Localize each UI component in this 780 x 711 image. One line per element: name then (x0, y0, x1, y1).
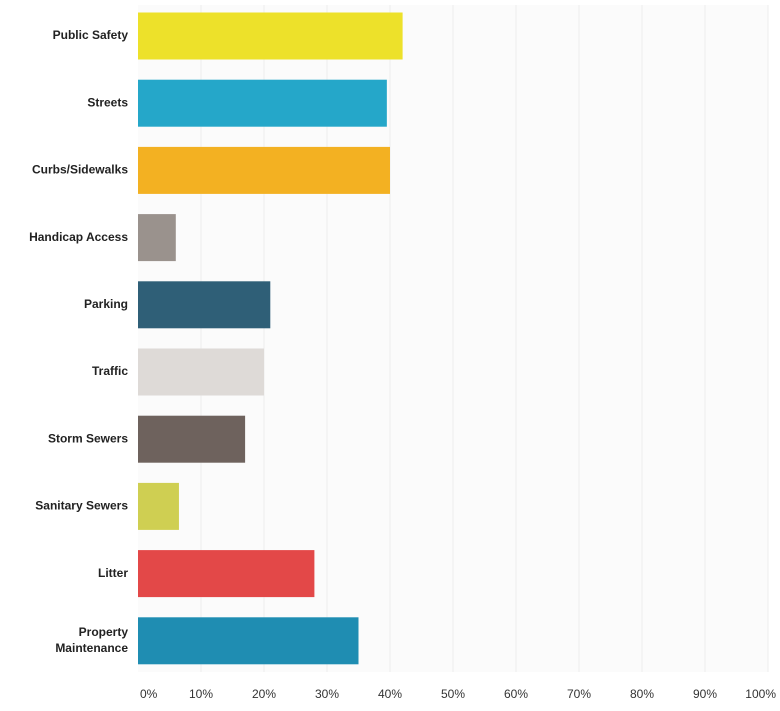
bar (138, 79, 387, 127)
x-tick-label: 30% (315, 687, 339, 701)
category-label: Curbs/Sidewalks (32, 163, 128, 177)
bar (138, 550, 315, 598)
bar (138, 617, 359, 665)
category-label: Litter (98, 566, 128, 580)
category-label: Traffic (92, 364, 128, 378)
bar (138, 146, 390, 194)
category-label: Handicap Access (29, 230, 128, 244)
category-label: Streets (87, 95, 128, 109)
x-tick-label: 90% (693, 687, 717, 701)
x-tick-label: 0% (140, 687, 158, 701)
bar (138, 214, 176, 262)
x-tick-label: 60% (504, 687, 528, 701)
category-label: Storm Sewers (48, 431, 128, 445)
category-label: Property (79, 625, 129, 639)
category-label: Sanitary Sewers (35, 499, 128, 513)
x-tick-label: 80% (630, 687, 654, 701)
category-label: Maintenance (55, 641, 128, 655)
bar (138, 281, 271, 329)
x-tick-label: 50% (441, 687, 465, 701)
category-label: Parking (84, 297, 128, 311)
x-tick-label: 100% (745, 687, 776, 701)
bar (138, 415, 246, 463)
x-tick-label: 40% (378, 687, 402, 701)
bar (138, 348, 264, 396)
x-tick-label: 70% (567, 687, 591, 701)
bar (138, 12, 403, 60)
bar (138, 482, 179, 530)
x-tick-label: 20% (252, 687, 276, 701)
x-tick-label: 10% (189, 687, 213, 701)
category-label: Public Safety (53, 28, 129, 42)
